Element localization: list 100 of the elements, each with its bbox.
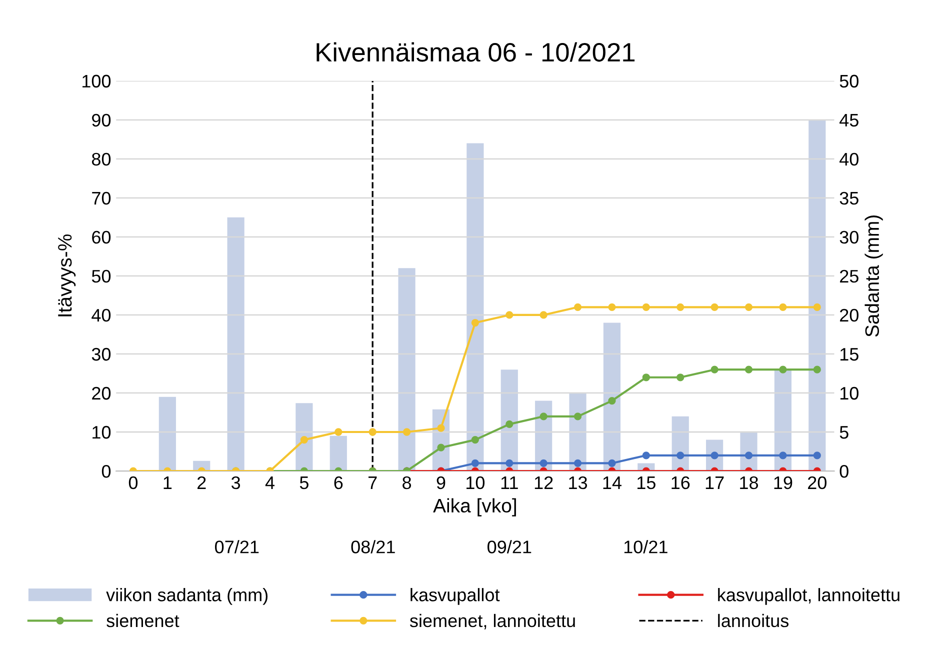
bar (296, 403, 313, 472)
point (437, 424, 445, 432)
x-tick-label: 19 (774, 476, 792, 490)
y-tick-label: 0 (102, 464, 111, 478)
bar (330, 436, 347, 472)
x-tick-label: 18 (740, 476, 758, 490)
legend-label: kasvupallot (410, 588, 500, 605)
point (676, 374, 684, 382)
point (813, 366, 821, 374)
point (608, 303, 616, 311)
point (471, 318, 480, 327)
legend-label: kasvupallot, lannoitettu (718, 588, 900, 605)
y-tick-label: 60 (92, 230, 111, 244)
legend-label: viikon sadanta (mm) (106, 588, 268, 605)
bar (398, 268, 416, 472)
point (676, 452, 684, 460)
point (779, 303, 787, 311)
x-tick-label: 12 (534, 476, 553, 489)
y-tick-label: 70 (92, 192, 111, 205)
x-tick-label: 11 (501, 476, 518, 489)
point (779, 366, 787, 374)
point (642, 303, 650, 311)
point (506, 420, 514, 428)
text: 07/21 (215, 540, 259, 554)
y2-tick-label: 15 (840, 348, 858, 361)
x-tick-label: 8 (402, 476, 412, 490)
point (471, 436, 480, 444)
x-tick-label: 10 (466, 476, 485, 490)
legend-label: siemenet (106, 614, 180, 628)
point (574, 459, 582, 468)
text: 09/21 (488, 540, 532, 554)
bar (808, 120, 826, 472)
bar (466, 143, 484, 472)
x-tick-label: 9 (436, 476, 446, 490)
text: 08/21 (351, 540, 395, 554)
point (437, 444, 445, 452)
legend-label: lannoitus (718, 614, 789, 628)
x-tick-label: 1 (164, 476, 172, 489)
point (540, 412, 548, 420)
x-tick-label: 7 (368, 476, 377, 489)
point (744, 303, 753, 311)
point (813, 452, 821, 460)
point (334, 428, 342, 436)
y-tick-label: 30 (92, 348, 111, 361)
y-tick-label: 100 (82, 74, 111, 88)
point (642, 452, 650, 460)
x-tick-label: 16 (672, 476, 690, 490)
point (506, 311, 514, 319)
y2-tick-label: 45 (840, 114, 858, 127)
bar (227, 217, 244, 472)
x-tick-label: 13 (569, 476, 588, 490)
bar (500, 370, 518, 472)
x-tick-label: 2 (198, 476, 206, 489)
y-tick-label: 40 (92, 308, 111, 322)
x-tick-label: 15 (638, 476, 656, 490)
x-tick-label: 5 (300, 476, 308, 490)
x-tick-label: 3 (231, 476, 240, 490)
y2-tick-label: 30 (840, 230, 858, 244)
point (813, 303, 821, 311)
point (608, 396, 616, 405)
point (642, 374, 650, 382)
y2-tick-label: 20 (840, 308, 858, 322)
y-tick-label: 20 (92, 386, 111, 400)
point (744, 366, 753, 374)
x-tick-label: 20 (808, 476, 826, 490)
bar (672, 416, 689, 472)
x-tick-label: 17 (706, 476, 724, 489)
point (540, 459, 548, 468)
legend-label: siemenet, lannoitettu (410, 614, 575, 630)
y2-tick-label: 0 (840, 464, 848, 478)
y2-tick-label: 40 (840, 152, 858, 166)
x-tick-label: 4 (265, 476, 274, 489)
chart-title: Kivennäismaa 06 - 10/2021 (316, 42, 635, 62)
x-tick-label: 6 (334, 476, 343, 490)
point (300, 436, 308, 444)
point (574, 303, 582, 311)
y-tick-label: 10 (92, 426, 111, 439)
point (676, 303, 684, 311)
y-tick-label: 90 (92, 114, 111, 127)
bar (603, 322, 621, 472)
y-tick-label: 80 (92, 152, 111, 166)
y-axis-title: Itävyys-% (58, 234, 76, 316)
y2-tick-label: 10 (840, 386, 858, 400)
y2-axis-title: Sadanta (mm) (864, 216, 883, 337)
y2-tick-label: 25 (840, 270, 858, 283)
x-axis-title: Aika [vko] (433, 498, 516, 516)
y2-tick-label: 50 (840, 74, 858, 88)
x-tick-label: 14 (603, 476, 622, 489)
point (710, 303, 718, 311)
point (506, 459, 514, 468)
y2-tick-label: 35 (840, 192, 858, 205)
point (402, 428, 411, 436)
point (574, 412, 582, 420)
point (368, 428, 376, 436)
point (744, 452, 753, 460)
point (710, 366, 718, 374)
point (608, 459, 616, 468)
y-tick-label: 50 (92, 270, 111, 283)
point (540, 311, 548, 319)
point (779, 452, 787, 460)
